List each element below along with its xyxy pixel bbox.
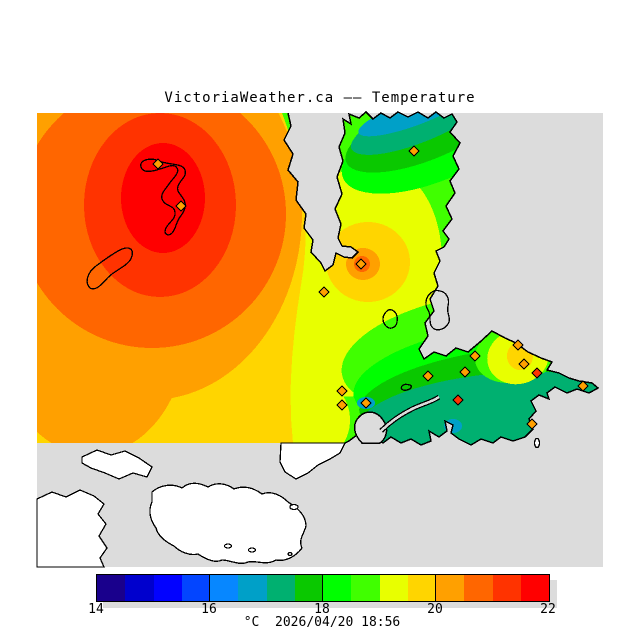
islet-5 — [287, 551, 293, 557]
station-diamond-icon — [531, 367, 543, 379]
lake-outlines — [86, 158, 451, 391]
colorbar-cell — [266, 575, 295, 601]
island-long — [81, 449, 153, 480]
islet-3 — [223, 543, 233, 549]
colorbar-tick-label: 16 — [201, 602, 217, 617]
land-west — [36, 489, 108, 568]
lake-outline-4 — [382, 308, 398, 329]
station-diamond-icon — [336, 385, 348, 397]
harbour-inlet — [353, 411, 388, 444]
land-wedge — [279, 442, 347, 480]
lake-outline-5 — [400, 383, 413, 391]
station-diamond-icon — [518, 358, 530, 370]
colorbar-cell — [97, 575, 126, 601]
station-diamond-icon — [355, 258, 367, 270]
station-diamond-icon — [526, 418, 538, 430]
colorbar-tick — [209, 574, 210, 602]
station-diamond-icon — [422, 370, 434, 382]
station-diamond-icon — [512, 339, 524, 351]
station-diamond-icon — [459, 366, 471, 378]
contour-red-core — [121, 143, 205, 253]
station-diamond-icon — [152, 158, 164, 170]
station-diamond-icon — [469, 350, 481, 362]
lake-outline-2 — [86, 247, 134, 290]
station-diamond-icon — [360, 397, 372, 409]
colorbar-cell — [210, 575, 239, 601]
colorbar-cell — [407, 575, 436, 601]
islet-4 — [247, 547, 257, 553]
gorge-channel — [380, 395, 440, 432]
colorbar-tick — [435, 574, 436, 602]
outside-land — [36, 437, 541, 568]
datetime-label: 2026/04/20 18:56 — [275, 615, 401, 630]
colorbar-cell — [464, 575, 493, 601]
caption-spacer — [259, 615, 275, 630]
colorbar-caption: °C 2026/04/20 18:56 — [96, 615, 548, 630]
colorbar-tick — [322, 574, 323, 602]
temperature-contours — [37, 112, 598, 445]
colorbar-cell — [125, 575, 154, 601]
station-diamond-icon — [452, 394, 464, 406]
station-diamond-icon — [318, 286, 330, 298]
colorbar-tick-label: 20 — [427, 602, 443, 617]
page-title: VictoriaWeather.ca —— Temperature — [164, 90, 476, 106]
colorbar-cell — [379, 575, 408, 601]
unit-label: °C — [243, 615, 260, 630]
station-markers — [152, 145, 589, 430]
islet-2 — [533, 437, 541, 449]
colorbar-cell — [351, 575, 380, 601]
colorbar-cell — [294, 575, 323, 601]
colorbar-tick-label: 18 — [314, 602, 330, 617]
colorbar-cell — [238, 575, 267, 601]
colorbar — [96, 574, 550, 602]
lake-outline-3 — [425, 289, 451, 331]
colorbar-cell — [323, 575, 352, 601]
colorbar-cell — [153, 575, 182, 601]
colorbar-tick-label: 22 — [540, 602, 556, 617]
colorbar-cell — [436, 575, 465, 601]
station-diamond-icon — [175, 200, 187, 212]
station-diamond-icon — [408, 145, 420, 157]
coastline — [283, 110, 600, 446]
contour-yellow-sw — [274, 378, 350, 445]
colorbar-tick-label: 14 — [88, 602, 104, 617]
islet-1 — [289, 503, 299, 511]
colorbar-cell — [520, 575, 549, 601]
colorbar-cell — [181, 575, 210, 601]
lake-outline-1 — [140, 158, 186, 236]
station-diamond-icon — [336, 399, 348, 411]
island-large — [149, 482, 307, 565]
station-diamond-icon — [577, 380, 589, 392]
colorbar-cell — [492, 575, 521, 601]
